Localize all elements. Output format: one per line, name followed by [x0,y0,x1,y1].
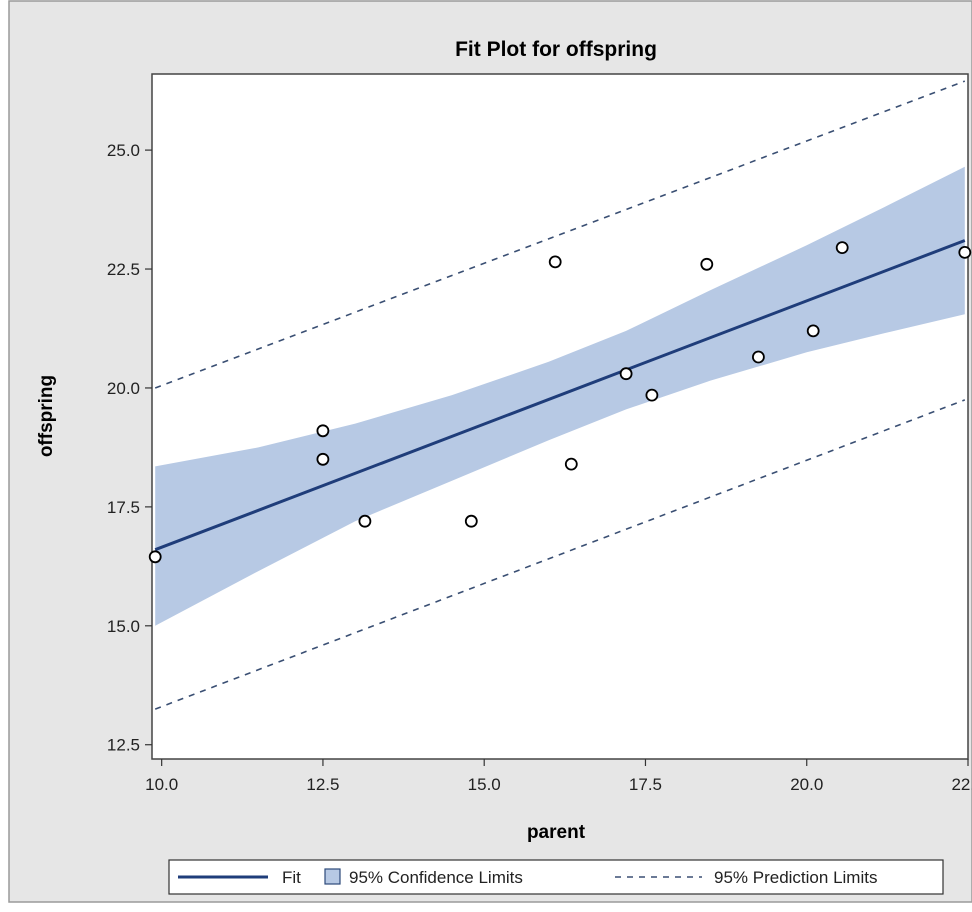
x-axis-title: parent [527,822,586,843]
x-tick-label: 20.0 [790,775,823,794]
data-point [150,551,161,562]
data-point [566,459,577,470]
y-tick-label: 25.0 [107,141,140,160]
y-tick-label: 12.5 [107,736,140,755]
legend-fit-label: Fit [282,868,301,887]
legend-confidence-label: 95% Confidence Limits [349,868,523,887]
x-tick-label: 17.5 [629,775,662,794]
data-point [359,516,370,527]
x-tick-label: 22.5 [951,775,972,794]
y-tick-label: 17.5 [107,498,140,517]
legend-confidence-swatch [325,869,340,884]
data-point [701,259,712,270]
data-point [808,325,819,336]
x-tick-label: 10.0 [145,775,178,794]
chart-title: Fit Plot for offspring [455,38,657,61]
y-tick-label: 15.0 [107,617,140,636]
data-point [753,352,764,363]
data-point [317,425,328,436]
legend-prediction-label: 95% Prediction Limits [714,868,877,887]
y-tick-label: 22.5 [107,260,140,279]
data-point [466,516,477,527]
x-tick-label: 12.5 [306,775,339,794]
y-axis-title: offspring [36,375,57,457]
data-point [317,454,328,465]
data-point [837,242,848,253]
data-point [959,247,970,258]
data-point [646,390,657,401]
x-tick-label: 15.0 [468,775,501,794]
data-point [550,256,561,267]
y-tick-label: 20.0 [107,379,140,398]
legend: Fit 95% Confidence Limits 95% Prediction… [169,860,943,894]
data-point [621,368,632,379]
